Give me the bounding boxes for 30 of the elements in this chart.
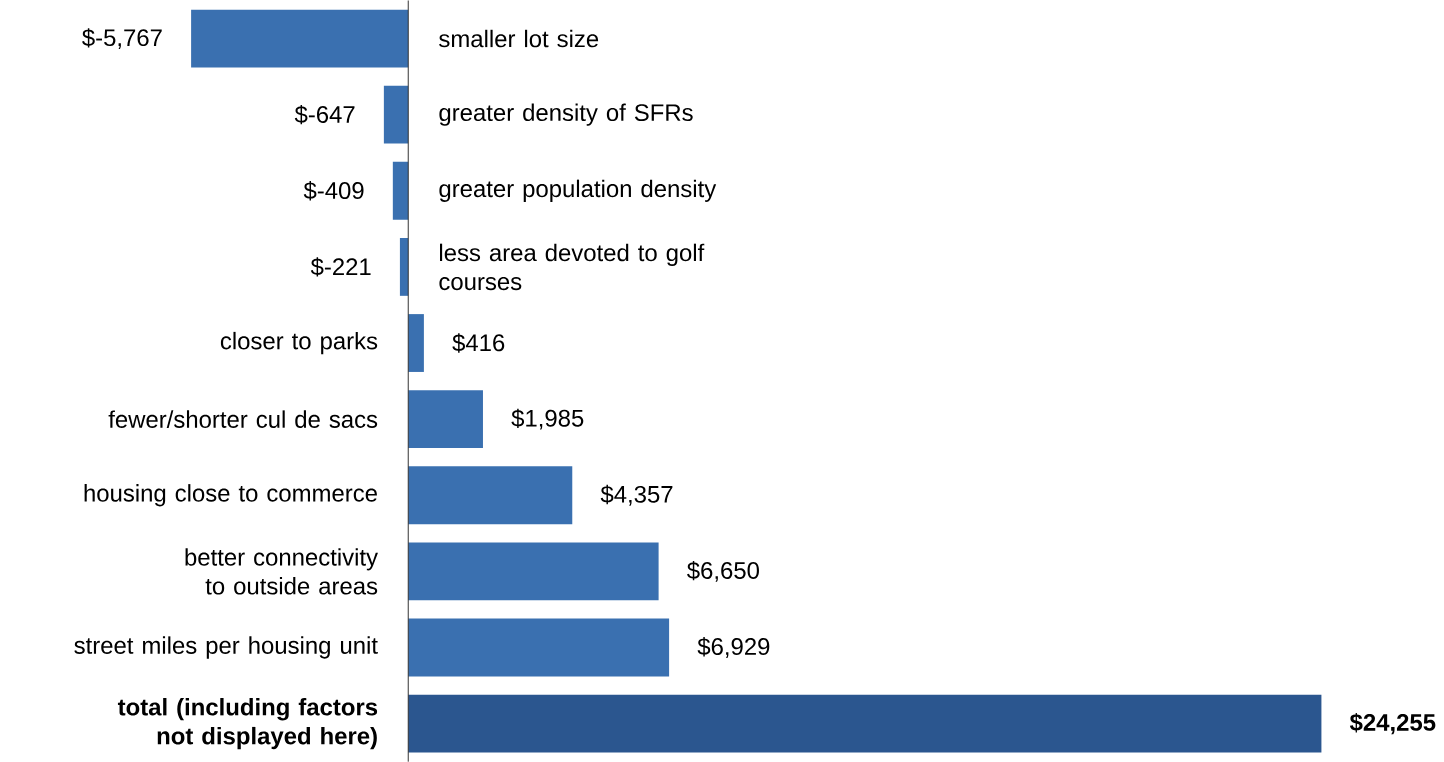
data-label: $6,929 xyxy=(697,637,770,658)
bar xyxy=(408,542,659,601)
data-label: $1,985 xyxy=(511,408,584,430)
y-tick-label: greater density of SFRs xyxy=(439,103,693,126)
data-label: $-647 xyxy=(294,104,355,125)
y-tick-label: closer to parks xyxy=(220,331,378,355)
bar xyxy=(383,85,409,144)
bar xyxy=(408,694,1322,753)
bar xyxy=(408,618,670,677)
data-label: $6,650 xyxy=(687,560,759,582)
data-label: $-409 xyxy=(303,181,364,201)
y-tick-label: fewer/shorter cul de sacs xyxy=(108,410,378,428)
data-label: $24,255 xyxy=(1349,712,1436,735)
data-label: $-5,767 xyxy=(82,28,162,49)
y-tick-label: less area devoted to golf courses xyxy=(439,243,705,291)
y-tick-label: street miles per housing unit xyxy=(74,636,378,659)
bar xyxy=(399,237,409,296)
data-label: $4,357 xyxy=(600,484,673,506)
bar xyxy=(408,466,573,525)
bar xyxy=(408,314,424,372)
bar xyxy=(191,9,409,68)
bar xyxy=(408,390,483,448)
y-tick-label: smaller lot size xyxy=(439,29,599,48)
data-label: $-221 xyxy=(310,257,371,277)
y-tick-label: total (including factors not displayed here) xyxy=(117,697,378,750)
y-tick-label: better connectivity to outside areas xyxy=(185,548,378,595)
y-tick-label: greater population density xyxy=(439,179,717,202)
bar xyxy=(392,161,409,220)
y-tick-label: housing close to commerce xyxy=(84,484,377,507)
data-label: $416 xyxy=(452,333,505,353)
